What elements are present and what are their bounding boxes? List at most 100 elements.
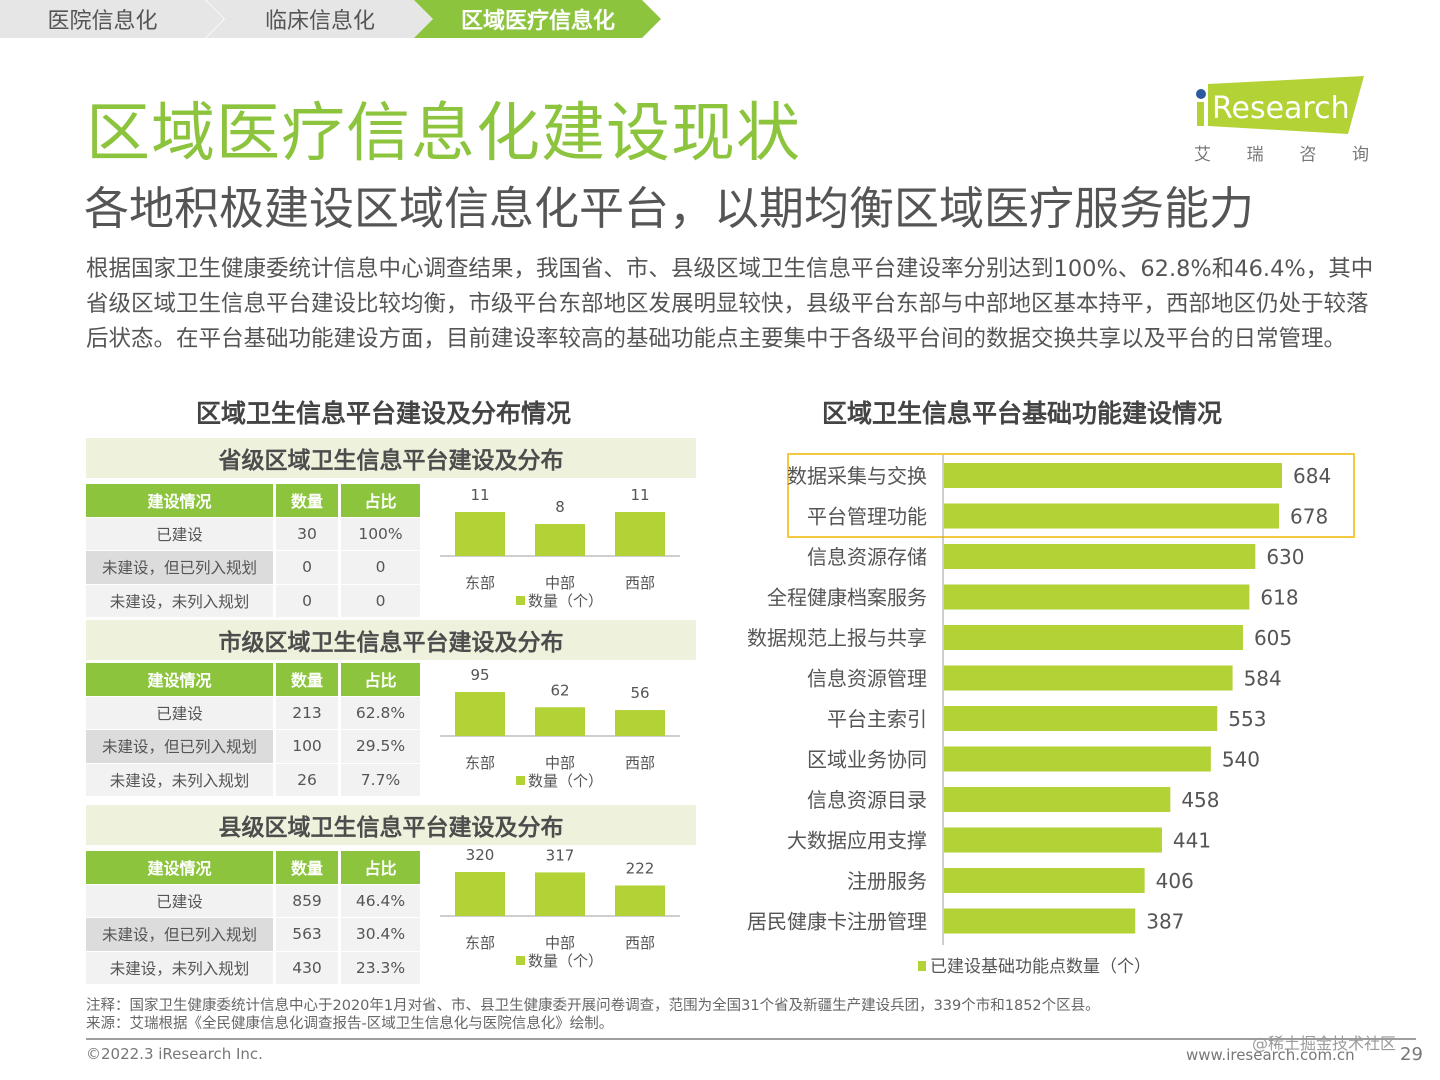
status-table: 建设情况 数量 占比 已建设 30 100% 未建设，但已列入规划 0 0 未建设，未列入规划 0 0: [86, 484, 420, 618]
category-label: 大数据应用支撑: [787, 829, 927, 853]
function-bar-chart-svg: 数据采集与交换 684 平台管理功能 678 信息资源存储 630 全程健康档案服务 618 数…: [747, 455, 1331, 977]
region-bar-chart: 320 东部 317 中部 222 西部 数量（个）: [436, 840, 686, 970]
table-cell-share: 7.7%: [341, 763, 420, 796]
panel-title: 市级区域卫生信息平台建设及分布: [86, 620, 696, 660]
tab-label: 区域医疗信息化: [460, 9, 615, 34]
table-cell-status: 已建设: [86, 884, 273, 917]
bar: [615, 885, 665, 916]
table-cell-count: 30: [276, 517, 338, 550]
category-label: 中部: [545, 754, 575, 772]
category-label: 平台主索引: [827, 707, 927, 731]
category-label: 区域业务协同: [807, 748, 927, 772]
table-cell-status: 未建设，但已列入规划: [86, 551, 273, 584]
status-table: 建设情况 数量 占比 已建设 859 46.4% 未建设，但已列入规划 563 30.4% 未建设…: [86, 851, 420, 985]
bar: [615, 710, 665, 736]
table-header-row: 建设情况 数量 占比: [86, 851, 420, 885]
category-label: 中部: [545, 574, 575, 592]
bar: [944, 787, 1171, 812]
bar-value-label: 618: [1260, 586, 1298, 610]
column-header: 占比: [341, 663, 420, 696]
category-label: 东部: [465, 934, 495, 952]
column-header: 建设情况: [86, 484, 273, 517]
iresearch-logo: Research: [1190, 72, 1370, 162]
tab-regional-medical-informatization[interactable]: 区域医疗信息化: [414, 0, 662, 38]
table-row: 未建设，未列入规划 0 0: [86, 584, 420, 619]
category-label: 数据采集与交换: [787, 464, 927, 488]
bar: [944, 908, 1136, 934]
summary-paragraph: 根据国家卫生健康委统计信息中心调查结果，我国省、市、县级区域卫生信息平台建设率分…: [86, 256, 1374, 352]
logo-char: 艾: [1194, 145, 1211, 165]
bar-value-label: 317: [546, 846, 575, 864]
bar: [944, 827, 1162, 853]
table-cell-count: 213: [276, 696, 338, 729]
legend-label: 数量（个）: [528, 952, 603, 970]
table-cell-share: 46.4%: [341, 884, 420, 917]
category-label: 注册服务: [847, 869, 927, 893]
function-bar-chart: 数据采集与交换 684 平台管理功能 678 信息资源存储 630 全程健康档案服务 618 数…: [740, 450, 1380, 990]
bar: [944, 706, 1218, 731]
bar: [944, 665, 1233, 691]
bar-value-label: 406: [1156, 869, 1194, 893]
bar-value-label: 56: [630, 684, 649, 702]
table-row: 未建设，但已列入规划 563 30.4%: [86, 918, 420, 952]
table-row: 未建设，未列入规划 430 23.3%: [86, 951, 420, 986]
category-label: 西部: [625, 934, 655, 952]
column-header: 数量: [276, 663, 338, 696]
page-number: 29: [1400, 1044, 1423, 1065]
table-cell-count: 26: [276, 763, 338, 796]
table-cell-count: 0: [276, 551, 338, 584]
bar: [455, 692, 505, 736]
bar-value-label: 630: [1266, 545, 1304, 569]
bar: [944, 746, 1211, 772]
table-header-row: 建设情况 数量 占比: [86, 484, 420, 518]
bar-value-label: 441: [1173, 829, 1211, 853]
status-table: 建设情况 数量 占比 已建设 213 62.8% 未建设，但已列入规划 100 29.5% 未建设…: [86, 663, 420, 797]
table-header-row: 建设情况 数量 占比: [86, 663, 420, 697]
table-cell-status: 未建设，但已列入规划: [86, 730, 273, 763]
category-label: 居民健康卡注册管理: [747, 910, 927, 934]
category-label: 中部: [545, 934, 575, 952]
category-label: 东部: [465, 754, 495, 772]
bar: [535, 872, 585, 916]
bar: [535, 707, 585, 736]
category-label: 全程健康档案服务: [767, 586, 927, 610]
logo-char: 瑞: [1246, 145, 1264, 165]
breadcrumb: 医院信息化 临床信息化 区域医疗信息化: [0, 0, 700, 38]
tab-shape: [206, 0, 433, 38]
legend-label: 数量（个）: [528, 772, 603, 790]
column-header: 建设情况: [86, 663, 273, 696]
table-cell-share: 100%: [341, 517, 420, 550]
bar: [944, 625, 1243, 650]
tab-clinical-informatization[interactable]: 临床信息化: [206, 0, 434, 38]
category-label: 西部: [625, 754, 655, 772]
bar-value-label: 95: [470, 666, 489, 684]
table-cell-status: 未建设，未列入规划: [86, 951, 273, 984]
table-cell-status: 已建设: [86, 517, 273, 550]
bar-value-label: 584: [1244, 667, 1282, 691]
table-cell-status: 未建设，但已列入规划: [86, 918, 273, 951]
bar: [615, 512, 665, 556]
legend-label: 已建设基础功能点数量（个）: [930, 957, 1151, 977]
tab-hospital-informatization[interactable]: 医院信息化: [0, 0, 225, 38]
region-bar-chart: 11 东部 8 中部 11 西部 数量（个）: [436, 480, 686, 610]
column-header: 数量: [276, 484, 338, 517]
category-label: 西部: [625, 574, 655, 592]
bar-value-label: 458: [1181, 788, 1219, 812]
legend-swatch: [516, 776, 525, 785]
bar-value-label: 11: [470, 486, 489, 504]
table-row: 已建设 213 62.8%: [86, 696, 420, 731]
bar-value-label: 320: [466, 846, 495, 864]
logo-subtitle: 艾 瑞 咨 询: [1194, 140, 1369, 165]
footer-divider: [86, 1038, 1416, 1040]
table-cell-share: 23.3%: [341, 951, 420, 984]
bar-value-label: 8: [555, 498, 565, 516]
logo-text: Research: [1212, 91, 1350, 126]
category-label: 平台管理功能: [807, 505, 927, 529]
table-cell-count: 563: [276, 918, 338, 951]
website-link[interactable]: www.iresearch.com.cn: [1186, 1046, 1355, 1064]
category-label: 信息资源目录: [807, 788, 927, 812]
table-cell-count: 100: [276, 730, 338, 763]
legend-swatch: [918, 961, 926, 971]
bar-value-label: 553: [1228, 707, 1266, 731]
page-title: 区域医疗信息化建设现状: [86, 97, 801, 171]
